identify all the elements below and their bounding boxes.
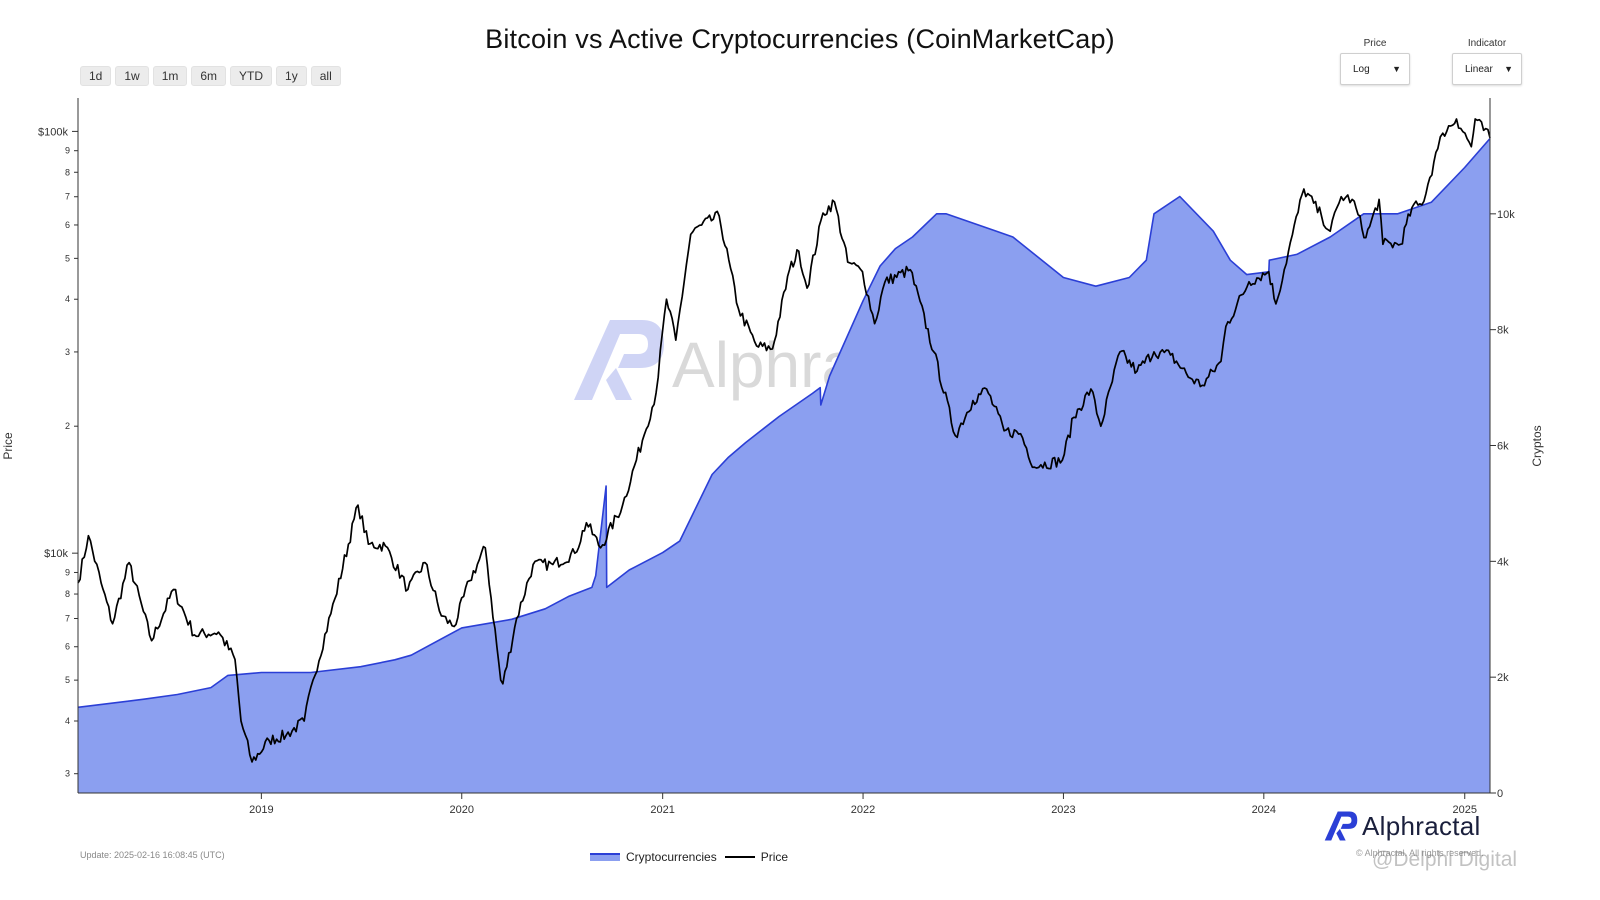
y-right-tick-label: 8k: [1497, 325, 1509, 337]
series-area-cryptocurrencies: [78, 138, 1490, 793]
x-tick-label: 2024: [1252, 804, 1276, 816]
indicator-scale-label: Indicator: [1467, 38, 1507, 49]
alphractal-logo-icon: [1324, 811, 1358, 841]
indicator-scale-select[interactable]: Linear ▼: [1452, 53, 1522, 85]
indicator-scale-value: Linear: [1465, 63, 1493, 75]
delphi-watermark-text: @Delphi Digital: [1372, 848, 1518, 871]
y-left-minor-label: 4: [65, 716, 70, 726]
y-left-minor-label: 2: [65, 421, 70, 431]
y-left-minor-label: 9: [65, 146, 70, 156]
y-left-minor-label: 8: [65, 589, 70, 599]
chart-legend: Cryptocurrencies Price: [590, 850, 788, 864]
y-left-minor-label: 5: [65, 675, 70, 685]
x-tick-label: 2019: [249, 804, 273, 816]
range-button-group: 1d 1w 1m 6m YTD 1y all: [80, 66, 341, 86]
range-button-1m[interactable]: 1m: [152, 66, 188, 86]
y-right-tick-label: 10k: [1497, 209, 1515, 221]
y-left-tick-label: $100k: [38, 126, 68, 138]
y-left-minor-label: 9: [65, 567, 70, 577]
y-left-minor-label: 6: [65, 220, 70, 230]
range-button-ytd[interactable]: YTD: [230, 66, 273, 86]
range-button-1d[interactable]: 1d: [80, 66, 112, 86]
legend-item-cryptocurrencies[interactable]: Cryptocurrencies: [590, 850, 717, 864]
price-scale-control: Price Log ▼: [1340, 38, 1410, 85]
x-tick-label: 2025: [1453, 804, 1477, 816]
range-button-all[interactable]: all: [310, 66, 341, 86]
series-line-price: [77, 118, 1491, 763]
chart-title: Bitcoin vs Active Cryptocurrencies (Coin…: [485, 24, 1115, 54]
y-axis-left-title: Price: [1, 432, 15, 460]
x-tick-label: 2020: [450, 804, 474, 816]
legend-swatch-area: [590, 853, 620, 861]
dropdown-arrow-icon: ▼: [1504, 64, 1513, 74]
range-button-6m[interactable]: 6m: [191, 66, 227, 86]
y-left-minor-label: 5: [65, 253, 70, 263]
y-right-tick-label: 0: [1497, 788, 1503, 800]
range-button-1w[interactable]: 1w: [115, 66, 149, 86]
y-left-tick-label: $10k: [44, 548, 68, 560]
price-scale-label: Price: [1363, 38, 1387, 49]
update-timestamp: Update: 2025-02-16 16:08:45 (UTC): [80, 850, 225, 860]
delphi-watermark: @Delphi Digital: [1372, 848, 1517, 872]
legend-label-price: Price: [760, 850, 789, 864]
x-tick-label: 2022: [851, 804, 875, 816]
y-left-minor-label: 8: [65, 167, 70, 177]
brand-name: Alphractal: [1362, 810, 1481, 841]
price-scale-value: Log: [1353, 63, 1370, 75]
range-button-1y[interactable]: 1y: [276, 66, 307, 86]
series-line-cryptocurrencies: [77, 137, 1491, 709]
y-right-tick-label: 4k: [1497, 556, 1509, 568]
dropdown-arrow-icon: ▼: [1392, 64, 1401, 74]
brand-logo: Alphractal: [1324, 810, 1481, 842]
y-left-minor-label: 3: [65, 769, 70, 779]
y-right-tick-label: 6k: [1497, 441, 1509, 453]
legend-item-price[interactable]: Price: [724, 850, 789, 864]
alphractal-watermark-logo-icon: [574, 320, 664, 400]
y-axis-right-title: Cryptos: [1530, 425, 1544, 466]
indicator-scale-control: Indicator Linear ▼: [1452, 38, 1522, 85]
legend-swatch-line: [724, 856, 755, 858]
copyright-text: © Alphractal. All rights reserved.: [1356, 848, 1484, 858]
y-left-minor-label: 7: [65, 613, 70, 623]
y-left-minor-label: 7: [65, 192, 70, 202]
y-left-minor-label: 3: [65, 347, 70, 357]
price-scale-select[interactable]: Log ▼: [1340, 53, 1410, 85]
y-left-minor-label: 4: [65, 294, 70, 304]
x-tick-label: 2023: [1051, 804, 1075, 816]
y-right-tick-label: 2k: [1497, 672, 1509, 684]
legend-label-cryptocurrencies: Cryptocurrencies: [626, 850, 717, 864]
y-left-minor-label: 6: [65, 642, 70, 652]
x-tick-label: 2021: [650, 804, 674, 816]
